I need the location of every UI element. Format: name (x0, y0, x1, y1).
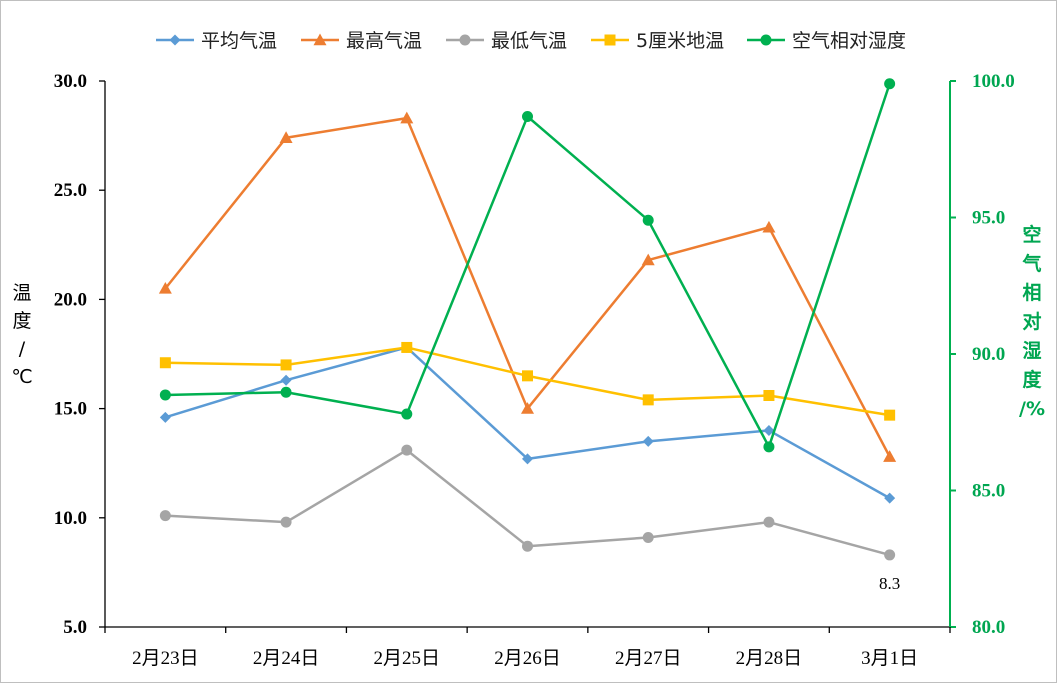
data-point (763, 389, 775, 401)
data-point (159, 411, 171, 423)
axes: 5.0 10.0 15.0 20.0 25.0 30.0 80.0 85.0 90.0 95.0 1… (11, 71, 1045, 669)
y-left-tick-label: 30.0 (54, 71, 87, 92)
y-axis-left-title-char: 度 (12, 310, 31, 332)
x-tick-label: 2月26日 (494, 648, 561, 669)
data-point (884, 78, 896, 90)
series-line (165, 448, 890, 557)
data-point (280, 386, 292, 398)
legend-marker (313, 33, 327, 46)
legend: 平均气温 最高气温 最低气温 5厘米地温 空气相对湿度 (156, 30, 906, 52)
x-tick-label: 2月28日 (736, 648, 803, 669)
y-right-tick-label: 100.0 (972, 71, 1015, 92)
data-point (521, 402, 534, 414)
data-point (280, 374, 292, 386)
data-point (279, 131, 293, 143)
legend-marker (459, 34, 471, 46)
y-axis-right-title-char: 空 (1022, 223, 1041, 246)
data-point (642, 394, 654, 406)
data-point (400, 111, 414, 124)
data-point (159, 357, 171, 369)
legend-label: 5厘米地温 (636, 30, 724, 52)
x-tick-label: 3月1日 (861, 648, 918, 669)
y-left-tick-label: 10.0 (54, 508, 87, 529)
y-left-tick-label: 25.0 (54, 180, 87, 201)
y-axis-left-title-char: ℃ (11, 366, 32, 388)
data-point (159, 510, 171, 522)
y-axis-left-title-char: 温 (12, 282, 31, 304)
legend-marker (760, 34, 772, 46)
data-point (763, 516, 775, 528)
legend-label: 最低气温 (491, 30, 567, 52)
data-point (763, 424, 775, 436)
data-point (280, 359, 292, 371)
x-tick-label: 2月27日 (615, 648, 682, 669)
y-axis-right-title-char: 度 (1022, 368, 1042, 391)
data-point (642, 435, 654, 447)
data-point (522, 540, 533, 552)
data-point (642, 531, 654, 543)
legend-marker (169, 34, 181, 46)
data-point (522, 453, 533, 465)
y-right-tick-label: 80.0 (972, 617, 1005, 638)
data-point (642, 214, 654, 226)
y-left-tick-label: 5.0 (63, 617, 87, 638)
y-left-tick-label: 20.0 (54, 289, 87, 310)
data-point (280, 516, 292, 528)
y-axis-right-title-char: 对 (1022, 310, 1041, 333)
data-point (884, 549, 896, 561)
data-point (883, 450, 897, 462)
y-axis-left-title-char: / (19, 338, 26, 360)
series-line (164, 346, 891, 500)
y-right-tick-label: 85.0 (972, 481, 1005, 502)
data-point (762, 220, 776, 233)
data-point (522, 110, 533, 122)
y-left-tick-label: 15.0 (54, 399, 87, 420)
legend-label: 最高气温 (346, 30, 422, 52)
data-point (159, 389, 171, 401)
data-point (401, 408, 413, 420)
y-axis-right-title-char: 气 (1021, 252, 1041, 275)
series-line (165, 83, 891, 449)
y-axis-right-title-char: 相 (1022, 282, 1041, 304)
y-axis-right-title-char: 湿 (1022, 340, 1041, 362)
legend-label: 空气相对湿度 (792, 30, 906, 52)
x-tick-label: 2月23日 (132, 648, 199, 669)
data-point (522, 370, 533, 382)
data-point (641, 253, 655, 266)
x-tick-label: 2月25日 (374, 648, 441, 669)
data-point (884, 409, 896, 421)
x-tick-label: 2月24日 (253, 648, 320, 669)
data-label: 8.3 (879, 574, 900, 593)
legend-marker (604, 34, 616, 46)
y-right-tick-label: 90.0 (972, 344, 1005, 365)
y-right-tick-label: 95.0 (972, 208, 1005, 229)
plot-area: 8.3 (158, 78, 900, 593)
y-axis-right-title-char: /% (1019, 398, 1045, 420)
data-point (763, 441, 775, 453)
data-point (884, 492, 896, 504)
legend-label: 平均气温 (201, 30, 277, 52)
data-point (401, 341, 413, 353)
data-point (401, 444, 413, 456)
data-point (158, 281, 172, 294)
